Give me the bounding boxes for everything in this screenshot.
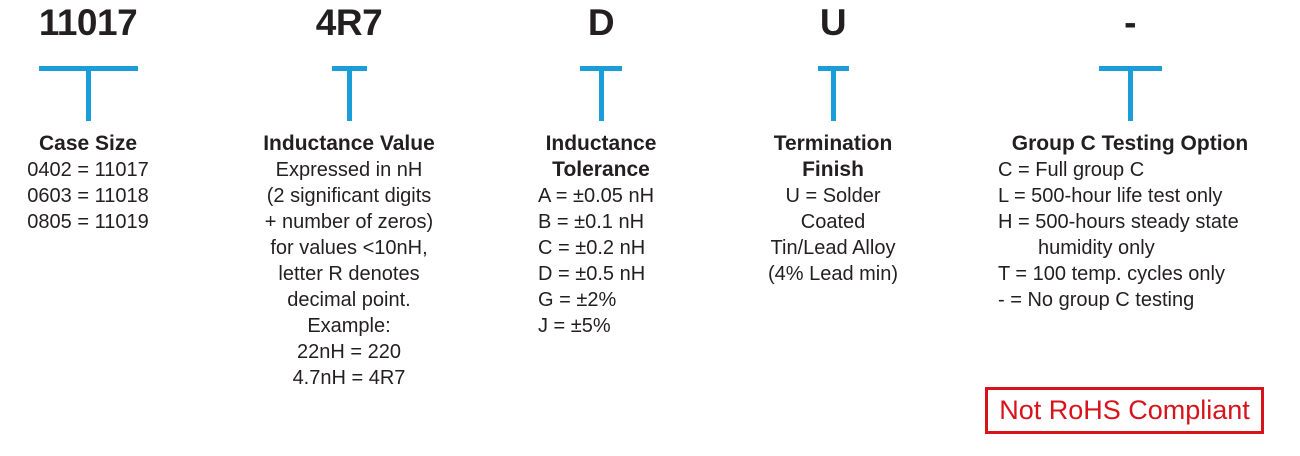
segment-code: -	[1124, 2, 1136, 43]
segment-title-line2: Tolerance	[552, 158, 650, 181]
segment-line: - = No group C testing	[998, 289, 1195, 311]
segment-inductance-tolerance: D Inductance Tolerance A = ±0.05 nH B = …	[491, 0, 711, 456]
segment-line: 0603 = 11018	[27, 185, 149, 207]
segment-line: D = ±0.5 nH	[538, 263, 646, 285]
segment-group-c-testing: - Group C Testing Option C = Full group …	[990, 0, 1270, 456]
connector-tee-icon	[990, 66, 1270, 121]
segment-code: 4R7	[315, 2, 383, 43]
not-rohs-compliant-label: Not RoHS Compliant	[999, 395, 1250, 425]
segment-code: D	[587, 2, 615, 43]
segment-title: Group C Testing Option	[1011, 132, 1249, 155]
segment-line: T = 100 temp. cycles only	[998, 263, 1225, 285]
segment-line: H = 500-hours steady state	[998, 211, 1239, 233]
segment-title-line2: Finish	[802, 158, 864, 181]
segment-line: Expressed in nH	[275, 159, 423, 181]
segment-case-size: 11017 Case Size 0402 = 11017 0603 = 1101…	[0, 0, 176, 456]
segment-line: for values <10nH,	[270, 237, 428, 259]
segment-title: Inductance	[545, 132, 657, 155]
segment-code: 11017	[38, 2, 138, 43]
segment-line: G = ±2%	[538, 289, 617, 311]
segment-line: J = ±5%	[538, 315, 611, 337]
segment-line: Tin/Lead Alloy	[770, 237, 896, 259]
segment-termination-finish: U Termination Finish U = Solder Coated T…	[723, 0, 943, 456]
segment-line: 0402 = 11017	[27, 159, 149, 181]
segment-line: L = 500-hour life test only	[998, 185, 1223, 207]
segment-line: C = Full group C	[998, 159, 1145, 181]
segment-line: Coated	[800, 211, 866, 233]
segment-line: U = Solder	[785, 185, 881, 207]
segment-line: decimal point.	[287, 289, 411, 311]
segment-line: humidity only	[1038, 237, 1155, 259]
segment-line: A = ±0.05 nH	[538, 185, 655, 207]
segment-line: (4% Lead min)	[767, 263, 899, 285]
segment-line: 4.7nH = 4R7	[292, 367, 406, 389]
segment-line: 22nH = 220	[297, 341, 401, 363]
segment-title: Termination	[773, 132, 893, 155]
connector-tee-icon	[491, 66, 711, 121]
segment-title: Case Size	[38, 132, 138, 155]
segment-line: B = ±0.1 nH	[538, 211, 645, 233]
segment-line: Example:	[307, 315, 391, 337]
connector-tee-icon	[0, 66, 176, 121]
segment-line: letter R denotes	[278, 263, 420, 285]
connector-tee-icon	[723, 66, 943, 121]
segment-inductance-value: 4R7 Inductance Value Expressed in nH (2 …	[239, 0, 459, 456]
segment-line: (2 significant digits	[266, 185, 432, 207]
not-rohs-compliant-badge: Not RoHS Compliant	[985, 387, 1264, 434]
segment-code: U	[819, 2, 847, 43]
segment-line: + number of zeros)	[264, 211, 434, 233]
segment-title: Inductance Value	[263, 132, 435, 155]
connector-tee-icon	[239, 66, 459, 121]
segment-line: C = ±0.2 nH	[538, 237, 646, 259]
segment-line: 0805 = 11019	[27, 211, 149, 233]
